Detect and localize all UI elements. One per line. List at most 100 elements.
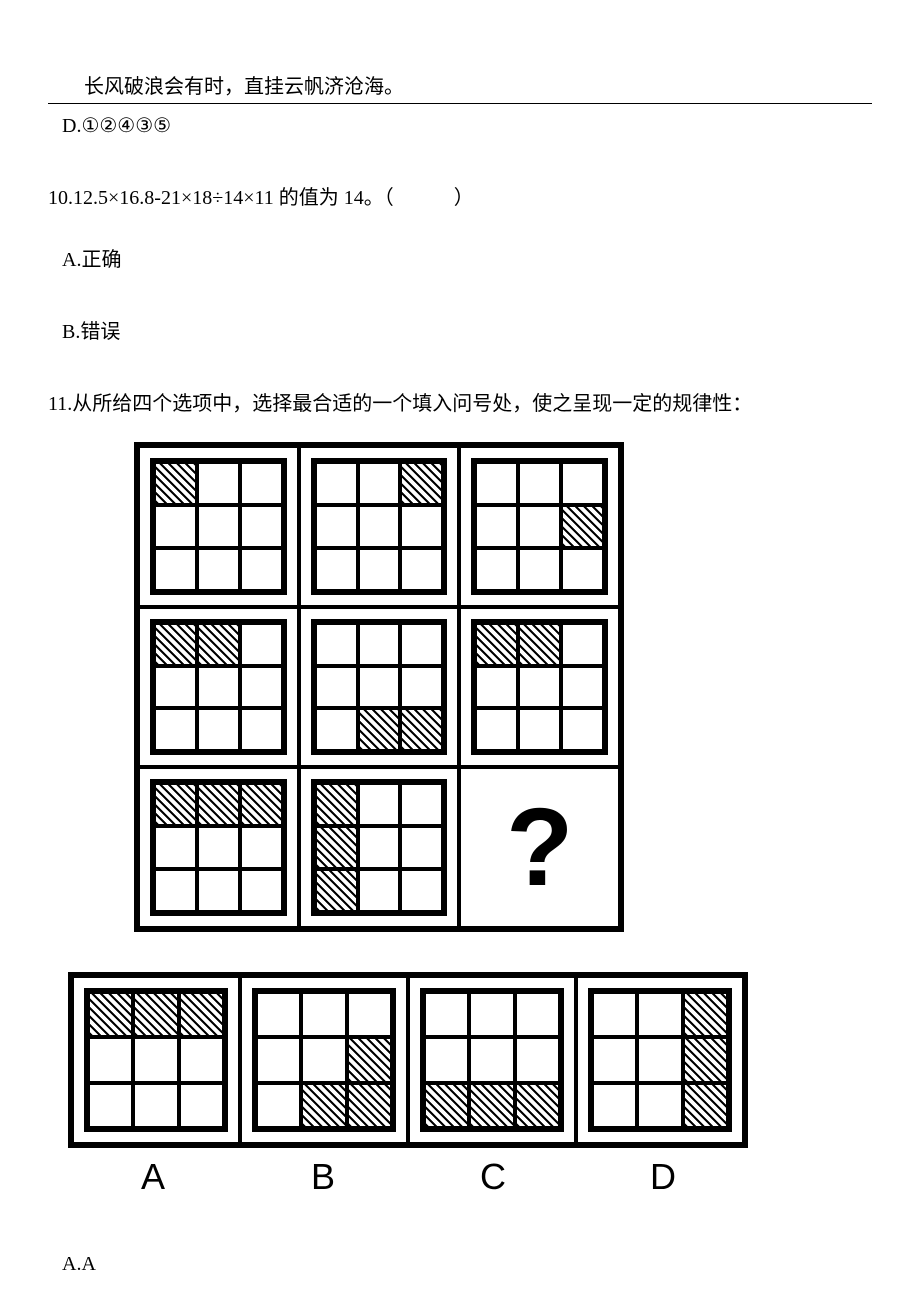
- grid-cell: [637, 992, 682, 1037]
- grid-cell: [256, 1037, 301, 1082]
- grid-cell: [518, 666, 561, 709]
- grid-panel: [299, 607, 460, 768]
- grid-cell: [424, 1037, 469, 1082]
- grid-cell: [240, 623, 283, 666]
- grid-cell: [475, 708, 518, 751]
- grid-cell: [400, 708, 443, 751]
- grid-cell: [301, 1037, 346, 1082]
- option-panel-b: [240, 976, 408, 1144]
- mini-grid: [311, 458, 448, 595]
- grid-cell: [154, 708, 197, 751]
- grid-cell: [424, 1083, 469, 1128]
- mini-grid: [150, 619, 287, 756]
- grid-cell: [240, 869, 283, 912]
- grid-cell: [133, 1037, 178, 1082]
- grid-cell: [197, 623, 240, 666]
- grid-cell: [315, 548, 358, 591]
- grid-cell: [475, 623, 518, 666]
- grid-cell: [400, 666, 443, 709]
- q10-option-b: B.错误: [62, 316, 872, 348]
- grid-cell: [347, 992, 392, 1037]
- mini-grid: [252, 988, 396, 1132]
- q11-answer-a: A.A: [62, 1248, 872, 1280]
- grid-cell: [315, 462, 358, 505]
- mini-grid: [150, 779, 287, 916]
- mini-grid: [420, 988, 564, 1132]
- grid-cell: [358, 869, 401, 912]
- grid-cell: [561, 708, 604, 751]
- grid-cell: [197, 783, 240, 826]
- grid-cell: [475, 462, 518, 505]
- question-mark-icon: ?: [506, 793, 573, 903]
- grid-cell: [637, 1083, 682, 1128]
- grid-cell: [240, 666, 283, 709]
- grid-cell: [515, 992, 560, 1037]
- grid-cell: [400, 783, 443, 826]
- grid-cell: [683, 1083, 728, 1128]
- mini-grid: [150, 458, 287, 595]
- grid-cell: [240, 462, 283, 505]
- option-label-d: D: [578, 1156, 748, 1198]
- grid-cell: [256, 992, 301, 1037]
- q10-text: 10.12.5×16.8-21×18÷14×11 的值为 14。（ ）: [48, 182, 872, 214]
- grid-cell: [518, 623, 561, 666]
- grid-cell: [400, 623, 443, 666]
- grid-cell: [88, 992, 133, 1037]
- grid-cell: [197, 462, 240, 505]
- grid-cell: [637, 1037, 682, 1082]
- grid-cell: [240, 505, 283, 548]
- grid-cell: [240, 708, 283, 751]
- grid-cell: [301, 992, 346, 1037]
- grid-cell: [197, 826, 240, 869]
- mini-grid: [471, 619, 608, 756]
- grid-cell: [197, 548, 240, 591]
- header-rule: [48, 103, 872, 104]
- grid-cell: [315, 708, 358, 751]
- grid-cell: [256, 1083, 301, 1128]
- grid-cell: [592, 1083, 637, 1128]
- grid-cell: [475, 666, 518, 709]
- grid-cell: [358, 548, 401, 591]
- grid-panel: [299, 767, 460, 928]
- option-label-c: C: [408, 1156, 578, 1198]
- grid-panel: [138, 607, 299, 768]
- grid-cell: [133, 992, 178, 1037]
- grid-cell: [561, 548, 604, 591]
- q11-text: 11.从所给四个选项中，选择最合适的一个填入问号处，使之呈现一定的规律性：: [48, 388, 872, 420]
- grid-cell: [197, 708, 240, 751]
- grid-cell: [469, 1083, 514, 1128]
- grid-cell: [315, 623, 358, 666]
- grid-cell: [358, 826, 401, 869]
- grid-cell: [592, 992, 637, 1037]
- page-header-motto: 长风破浪会有时，直挂云帆济沧海。: [84, 70, 872, 103]
- grid-cell: [683, 992, 728, 1037]
- grid-cell: [179, 1083, 224, 1128]
- grid-cell: [197, 505, 240, 548]
- grid-cell: [400, 826, 443, 869]
- mini-grid: [471, 458, 608, 595]
- grid-cell: [518, 462, 561, 505]
- grid-cell: [515, 1083, 560, 1128]
- grid-cell: [592, 1037, 637, 1082]
- grid-panel: [459, 446, 620, 607]
- grid-cell: [347, 1083, 392, 1128]
- grid-cell: [518, 548, 561, 591]
- grid-cell: [561, 505, 604, 548]
- grid-cell: [315, 505, 358, 548]
- grid-cell: [561, 623, 604, 666]
- grid-cell: [88, 1037, 133, 1082]
- grid-cell: [469, 1037, 514, 1082]
- q11-options-row: [68, 972, 748, 1148]
- grid-cell: [469, 992, 514, 1037]
- grid-cell: [424, 992, 469, 1037]
- grid-cell: [315, 826, 358, 869]
- grid-cell: [315, 666, 358, 709]
- grid-cell: [358, 708, 401, 751]
- mini-grid: [311, 779, 448, 916]
- grid-panel: [299, 446, 460, 607]
- grid-cell: [358, 783, 401, 826]
- grid-cell: [179, 1037, 224, 1082]
- option-panel-a: [72, 976, 240, 1144]
- grid-cell: [358, 623, 401, 666]
- grid-cell: [358, 462, 401, 505]
